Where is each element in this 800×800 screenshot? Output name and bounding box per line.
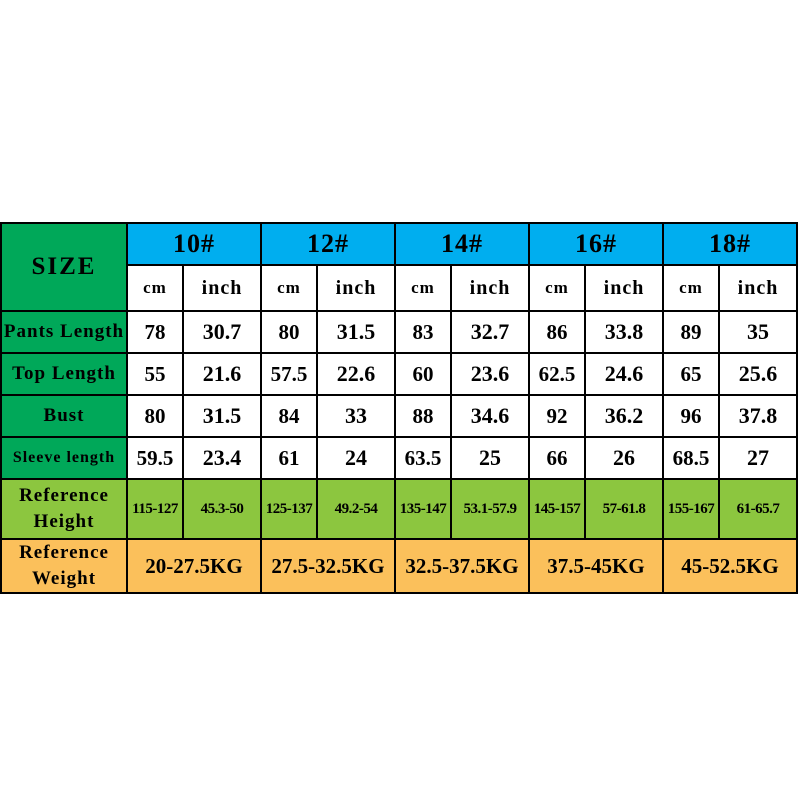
table-row-reference-height: Reference Height 115-127 45.3-50 125-137… bbox=[0, 478, 798, 540]
cell-bust-14-cm: 88 bbox=[394, 394, 452, 438]
table-row: Sleeve length 59.5 23.4 61 24 63.5 25 66… bbox=[0, 436, 798, 480]
unit-header-cm-14: cm bbox=[394, 264, 452, 312]
cell-reference-height-14-inch: 53.1-57.9 bbox=[450, 478, 530, 540]
cell-sleeve-length-14-cm: 63.5 bbox=[394, 436, 452, 480]
unit-header-inch-16: inch bbox=[584, 264, 664, 312]
cell-reference-weight-14: 32.5-37.5KG bbox=[394, 538, 530, 594]
cell-bust-16-inch: 36.2 bbox=[584, 394, 664, 438]
cell-pants-length-10-cm: 78 bbox=[126, 310, 184, 354]
cell-sleeve-length-12-cm: 61 bbox=[260, 436, 318, 480]
cell-pants-length-18-inch: 35 bbox=[718, 310, 798, 354]
row-label-reference-height: Reference Height bbox=[0, 478, 128, 540]
cell-reference-height-18-inch: 61-65.7 bbox=[718, 478, 798, 540]
reference-weight-label-line1: Reference bbox=[19, 542, 109, 564]
unit-header-cm-12: cm bbox=[260, 264, 318, 312]
cell-bust-12-inch: 33 bbox=[316, 394, 396, 438]
row-label-reference-weight: Reference Weight bbox=[0, 538, 128, 594]
cell-top-length-12-inch: 22.6 bbox=[316, 352, 396, 396]
cell-pants-length-18-cm: 89 bbox=[662, 310, 720, 354]
size-column-header-10: 10# bbox=[126, 222, 262, 266]
cell-reference-weight-10: 20-27.5KG bbox=[126, 538, 262, 594]
table-row: Pants Length 78 30.7 80 31.5 83 32.7 86 … bbox=[0, 310, 798, 354]
cell-sleeve-length-18-inch: 27 bbox=[718, 436, 798, 480]
cell-bust-10-cm: 80 bbox=[126, 394, 184, 438]
cell-bust-12-cm: 84 bbox=[260, 394, 318, 438]
cell-reference-height-12-cm: 125-137 bbox=[260, 478, 318, 540]
size-chart-container: SIZE 10# 12# 14# 16# 18# cm inch cm inch… bbox=[0, 222, 798, 594]
cell-top-length-10-cm: 55 bbox=[126, 352, 184, 396]
cell-sleeve-length-18-cm: 68.5 bbox=[662, 436, 720, 480]
reference-weight-label-line2: Weight bbox=[31, 568, 97, 589]
row-label-top-length: Top Length bbox=[0, 352, 128, 396]
cell-sleeve-length-16-cm: 66 bbox=[528, 436, 586, 480]
cell-reference-height-16-cm: 145-157 bbox=[528, 478, 586, 540]
cell-pants-length-12-cm: 80 bbox=[260, 310, 318, 354]
table-header-units-row: cm inch cm inch cm inch cm inch cm inch bbox=[1, 264, 798, 312]
unit-header-inch-12: inch bbox=[316, 264, 396, 312]
cell-reference-weight-18: 45-52.5KG bbox=[662, 538, 798, 594]
cell-sleeve-length-10-cm: 59.5 bbox=[126, 436, 184, 480]
unit-header-cm-10: cm bbox=[126, 264, 184, 312]
row-label-bust: Bust bbox=[0, 394, 128, 438]
size-column-header-18: 18# bbox=[662, 222, 798, 266]
size-column-header-12: 12# bbox=[260, 222, 396, 266]
cell-reference-height-12-inch: 49.2-54 bbox=[316, 478, 396, 540]
cell-bust-16-cm: 92 bbox=[528, 394, 586, 438]
cell-top-length-16-inch: 24.6 bbox=[584, 352, 664, 396]
size-column-header-16: 16# bbox=[528, 222, 664, 266]
cell-top-length-10-inch: 21.6 bbox=[182, 352, 262, 396]
table-row-reference-weight: Reference Weight 20-27.5KG 27.5-32.5KG 3… bbox=[0, 538, 798, 594]
cell-pants-length-16-inch: 33.8 bbox=[584, 310, 664, 354]
row-label-pants-length: Pants Length bbox=[0, 310, 128, 354]
unit-header-cm-18: cm bbox=[662, 264, 720, 312]
cell-pants-length-10-inch: 30.7 bbox=[182, 310, 262, 354]
cell-reference-height-18-cm: 155-167 bbox=[662, 478, 720, 540]
table-header-sizes-row: SIZE 10# 12# 14# 16# 18# bbox=[0, 222, 798, 312]
size-chart-table: SIZE 10# 12# 14# 16# 18# cm inch cm inch… bbox=[0, 222, 798, 594]
cell-top-length-18-inch: 25.6 bbox=[718, 352, 798, 396]
cell-sleeve-length-16-inch: 26 bbox=[584, 436, 664, 480]
cell-bust-14-inch: 34.6 bbox=[450, 394, 530, 438]
table-row: Bust 80 31.5 84 33 88 34.6 92 36.2 96 37… bbox=[0, 394, 798, 438]
unit-header-inch-10: inch bbox=[182, 264, 262, 312]
size-column-header-14: 14# bbox=[394, 222, 530, 266]
cell-pants-length-14-cm: 83 bbox=[394, 310, 452, 354]
cell-reference-height-10-cm: 115-127 bbox=[126, 478, 184, 540]
cell-reference-height-10-inch: 45.3-50 bbox=[182, 478, 262, 540]
size-header-cell: SIZE bbox=[0, 222, 128, 312]
cell-top-length-14-inch: 23.6 bbox=[450, 352, 530, 396]
cell-top-length-16-cm: 62.5 bbox=[528, 352, 586, 396]
cell-pants-length-14-inch: 32.7 bbox=[450, 310, 530, 354]
cell-pants-length-16-cm: 86 bbox=[528, 310, 586, 354]
unit-header-inch-18: inch bbox=[718, 264, 798, 312]
table-row: Top Length 55 21.6 57.5 22.6 60 23.6 62.… bbox=[0, 352, 798, 396]
cell-top-length-14-cm: 60 bbox=[394, 352, 452, 396]
cell-pants-length-12-inch: 31.5 bbox=[316, 310, 396, 354]
cell-bust-18-inch: 37.8 bbox=[718, 394, 798, 438]
cell-reference-height-16-inch: 57-61.8 bbox=[584, 478, 664, 540]
cell-sleeve-length-14-inch: 25 bbox=[450, 436, 530, 480]
unit-header-inch-14: inch bbox=[450, 264, 530, 312]
unit-header-cm-16: cm bbox=[528, 264, 586, 312]
row-label-sleeve-length: Sleeve length bbox=[0, 436, 128, 480]
cell-reference-weight-12: 27.5-32.5KG bbox=[260, 538, 396, 594]
cell-top-length-12-cm: 57.5 bbox=[260, 352, 318, 396]
cell-bust-18-cm: 96 bbox=[662, 394, 720, 438]
cell-top-length-18-cm: 65 bbox=[662, 352, 720, 396]
cell-reference-weight-16: 37.5-45KG bbox=[528, 538, 664, 594]
reference-height-label-line1: Reference bbox=[19, 485, 109, 507]
cell-sleeve-length-12-inch: 24 bbox=[316, 436, 396, 480]
cell-reference-height-14-cm: 135-147 bbox=[394, 478, 452, 540]
cell-bust-10-inch: 31.5 bbox=[182, 394, 262, 438]
reference-height-label-line2: Height bbox=[33, 511, 95, 532]
cell-sleeve-length-10-inch: 23.4 bbox=[182, 436, 262, 480]
